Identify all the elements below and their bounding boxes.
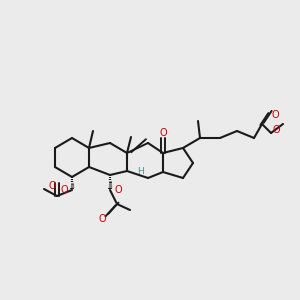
Text: O: O (48, 181, 56, 191)
Text: O: O (60, 185, 68, 195)
Text: O: O (271, 110, 279, 120)
Text: O: O (98, 214, 106, 224)
Text: O: O (159, 128, 167, 138)
Text: O: O (272, 125, 280, 135)
Text: H: H (136, 167, 143, 176)
Text: O: O (114, 185, 122, 195)
